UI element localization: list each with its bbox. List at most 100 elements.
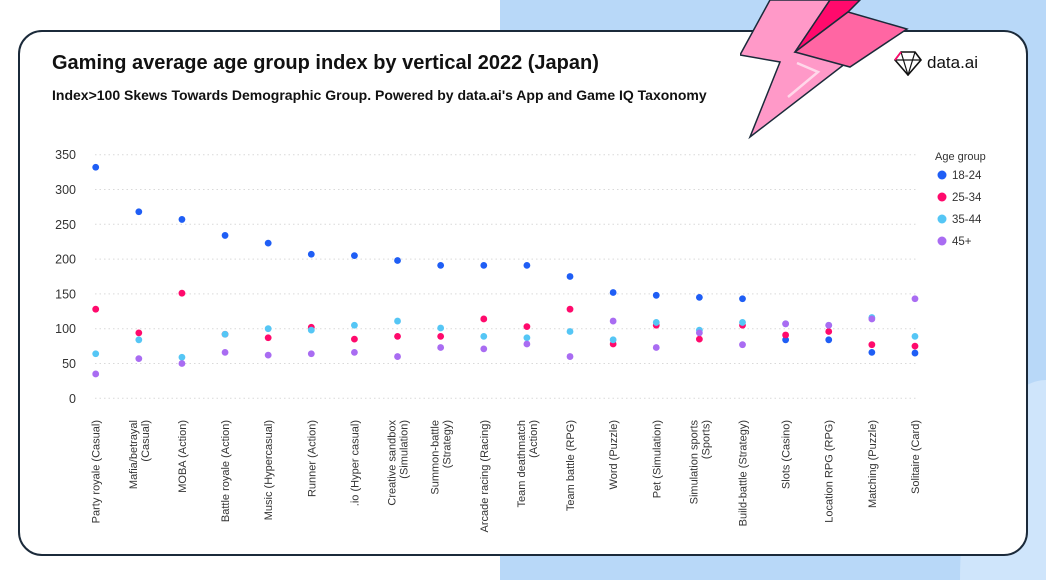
data-point-18-24 — [135, 208, 143, 216]
data-point-25-34 — [264, 334, 272, 342]
x-tick-label: Music (Hypercasual) — [263, 420, 275, 520]
x-tick-label: Creative sandbox — [387, 420, 399, 506]
y-tick-label: 100 — [55, 322, 76, 336]
x-tick-label: (Simulation) — [399, 420, 411, 479]
chart-title: Gaming average age group index by vertic… — [52, 52, 599, 74]
legend-label: 35-44 — [952, 214, 982, 226]
data-point-18-24 — [351, 252, 358, 260]
data-point-45+ — [566, 353, 574, 360]
legend-marker-35-44 — [937, 214, 947, 224]
data-point-18-24 — [695, 293, 703, 301]
x-tick-label: Runner (Action) — [306, 420, 318, 497]
data-point-25-34 — [825, 328, 833, 335]
data-point-35-44 — [652, 319, 660, 326]
chart-card — [18, 30, 1028, 556]
data-point-45+ — [868, 315, 876, 323]
y-tick-label: 50 — [62, 357, 76, 371]
data-point-25-34 — [351, 335, 358, 343]
y-tick-label: 200 — [55, 253, 76, 267]
data-point-35-44 — [911, 332, 919, 340]
x-tick-label: Pet (Simulation) — [651, 420, 663, 498]
data-point-25-34 — [437, 332, 445, 340]
data-point-35-44 — [523, 334, 531, 342]
data-point-18-24 — [394, 257, 401, 264]
data-point-35-44 — [351, 321, 358, 329]
data-point-45+ — [264, 351, 272, 359]
data-point-45+ — [480, 345, 488, 353]
x-tick-label: Word (Puzzle) — [608, 420, 620, 489]
x-tick-label: (Sports) — [700, 420, 712, 459]
data-point-45+ — [782, 320, 790, 328]
y-tick-label: 150 — [55, 287, 76, 301]
data-point-25-34 — [911, 342, 919, 350]
x-tick-label: Arcade racing (Racing) — [479, 420, 491, 533]
x-tick-label: Party royale (Casual) — [91, 420, 103, 523]
x-tick-label: Location RPG (RPG) — [824, 420, 836, 523]
legend-marker-25-34 — [937, 192, 947, 202]
data-point-45+ — [135, 355, 143, 363]
data-point-35-44 — [480, 332, 488, 340]
data-point-25-34 — [394, 332, 401, 340]
data-point-45+ — [739, 341, 746, 349]
data-point-18-24 — [782, 336, 790, 344]
x-tick-label: Summon-battle — [430, 420, 442, 495]
legend-label: 45+ — [952, 236, 972, 248]
data-point-18-24 — [92, 163, 100, 171]
data-point-18-24 — [221, 232, 229, 239]
data-point-35-44 — [566, 328, 574, 335]
y-tick-label: 350 — [55, 148, 76, 162]
data-point-45+ — [178, 360, 186, 367]
x-tick-label: Matching (Puzzle) — [867, 420, 879, 508]
data-point-45+ — [92, 370, 100, 378]
data-point-18-24 — [739, 295, 746, 303]
data-ai-logo: data.ai — [893, 50, 978, 76]
legend-label: 18-24 — [952, 170, 982, 182]
data-point-18-24 — [178, 216, 186, 223]
data-point-25-34 — [523, 323, 531, 331]
x-tick-label: MOBA (Action) — [177, 420, 189, 493]
legend-label: 25-34 — [952, 192, 982, 204]
data-point-25-34 — [868, 341, 876, 349]
x-tick-label: Team deathmatch — [516, 420, 528, 507]
x-tick-label: Team battle (RPG) — [565, 420, 577, 511]
data-point-35-44 — [307, 326, 315, 334]
data-point-45+ — [652, 344, 660, 351]
data-point-35-44 — [264, 325, 272, 333]
data-point-18-24 — [307, 250, 315, 258]
diamond-icon — [893, 51, 923, 76]
data-point-35-44 — [609, 336, 617, 344]
data-point-25-34 — [695, 335, 703, 343]
x-tick-label: Build-battle (Strategy) — [738, 420, 750, 526]
data-point-18-24 — [264, 239, 272, 247]
data-point-18-24 — [911, 349, 919, 357]
data-point-18-24 — [566, 273, 574, 280]
data-point-35-44 — [92, 350, 100, 358]
y-tick-label: 0 — [69, 392, 76, 406]
lightning-decoration — [740, 0, 909, 140]
data-point-45+ — [523, 340, 531, 348]
data-point-18-24 — [480, 261, 488, 269]
data-point-45+ — [221, 348, 229, 356]
y-tick-label: 250 — [55, 218, 76, 232]
x-tick-label: (Strategy) — [442, 420, 454, 468]
x-tick-label: Battle royale (Action) — [220, 420, 232, 522]
data-point-35-44 — [394, 317, 401, 325]
data-point-45+ — [394, 353, 401, 360]
data-point-25-34 — [480, 315, 488, 323]
legend-marker-18-24 — [937, 170, 947, 180]
data-point-45+ — [609, 317, 617, 325]
data-point-35-44 — [739, 319, 746, 326]
data-point-45+ — [695, 329, 703, 337]
data-point-25-34 — [135, 329, 143, 337]
data-point-18-24 — [652, 291, 660, 299]
data-point-18-24 — [523, 261, 531, 269]
data-point-45+ — [825, 321, 833, 329]
x-tick-label: Mafia/betrayal — [128, 420, 140, 489]
legend-title: Age group — [935, 151, 986, 163]
data-point-45+ — [307, 350, 315, 358]
x-tick-label: Simulation sports — [688, 420, 700, 505]
x-tick-label: Solitaire (Card) — [910, 420, 922, 494]
legend-marker-45+ — [937, 236, 947, 246]
data-point-25-34 — [178, 289, 186, 297]
